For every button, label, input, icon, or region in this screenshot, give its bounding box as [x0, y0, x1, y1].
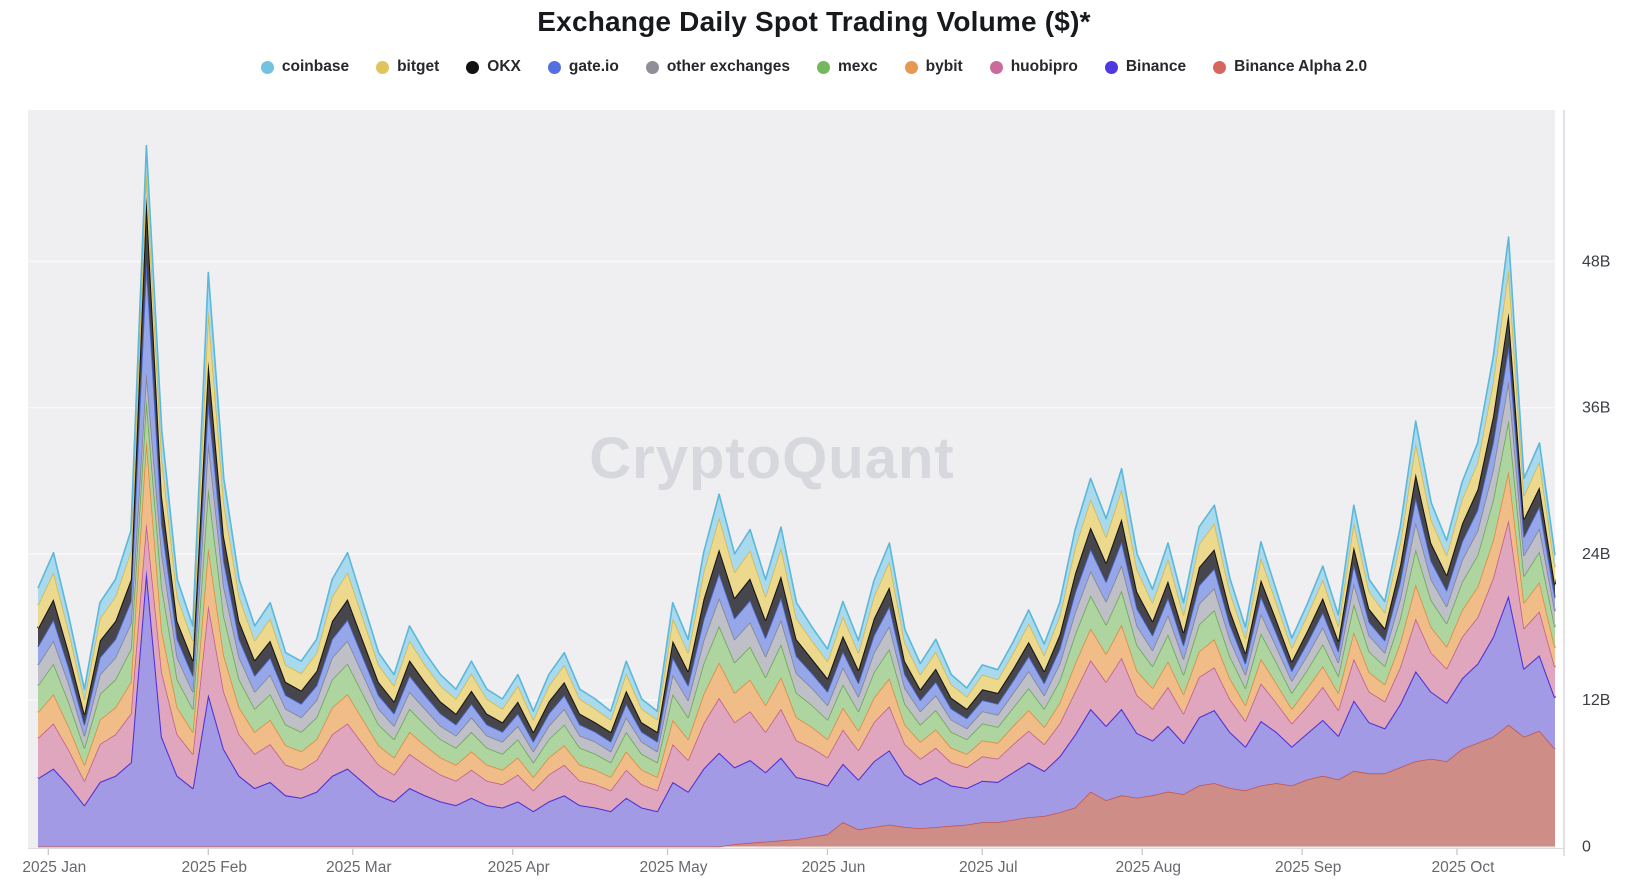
series-area-binance[interactable]	[38, 569, 1555, 847]
y-tick-label: 24B	[1582, 546, 1610, 563]
legend-item-mexc[interactable]: mexc	[817, 58, 878, 76]
legend-marker-okx	[466, 60, 480, 74]
series-area-binance-alpha-2-0[interactable]	[38, 724, 1555, 847]
legend-marker-binance	[1104, 60, 1118, 74]
legend-item-binance[interactable]: Binance	[1104, 58, 1187, 76]
y-tick-label: 12B	[1582, 692, 1610, 709]
series-area-bitget[interactable]	[38, 171, 1555, 732]
legend-label: OKX	[487, 58, 521, 75]
legend-marker-binance-alpha-2-0	[1213, 60, 1227, 74]
legend-marker-gate-io	[547, 60, 561, 74]
watermark: CryptoQuant	[589, 426, 954, 491]
series-area-gate-io[interactable]	[38, 262, 1555, 752]
legend-item-huobipro[interactable]: huobipro	[989, 58, 1078, 76]
legend-label: bybit	[925, 58, 963, 75]
legend-label: coinbase	[281, 58, 350, 75]
x-tick-label: 2025 Aug	[1115, 859, 1181, 876]
legend-label: Binance	[1125, 58, 1187, 75]
legend-item-coinbase[interactable]: coinbase	[260, 58, 350, 76]
series-area-huobipro[interactable]	[38, 519, 1555, 812]
x-tick-label: 2025 Apr	[488, 859, 550, 876]
x-tick-label: 2025 Jan	[22, 859, 86, 876]
x-tick-label: 2025 Oct	[1432, 859, 1496, 876]
legend-marker-bitget	[376, 60, 390, 74]
chart-title: Exchange Daily Spot Trading Volume ($)*	[537, 6, 1091, 37]
legend-item-bybit[interactable]: bybit	[904, 58, 963, 76]
x-tick-label: 2025 May	[639, 859, 707, 876]
x-tick-label: 2025 Jun	[802, 859, 866, 876]
series-area-bybit[interactable]	[38, 439, 1555, 791]
legend-item-gate-io[interactable]: gate.io	[547, 58, 619, 76]
chart-legend: coinbase bitget OKX gate.io other exchanges m…	[0, 58, 1628, 76]
legend-item-binance-alpha-2-0[interactable]: Binance Alpha 2.0	[1213, 58, 1367, 76]
legend-label: Binance Alpha 2.0	[1234, 58, 1368, 75]
legend-item-bitget[interactable]: bitget	[376, 58, 439, 76]
series-area-coinbase[interactable]	[38, 145, 1555, 720]
legend-marker-coinbase	[260, 60, 274, 74]
y-tick-label: 36B	[1582, 400, 1610, 417]
y-tick-label: 0	[1582, 839, 1591, 856]
legend-label: mexc	[838, 58, 878, 75]
x-tick-label: 2025 Jul	[959, 859, 1018, 876]
legend-marker-huobipro	[989, 60, 1003, 74]
legend-label: other exchanges	[666, 58, 790, 75]
legend-item-okx[interactable]: OKX	[466, 58, 521, 76]
legend-label: gate.io	[568, 58, 619, 75]
x-tick-label: 2025 Feb	[182, 859, 248, 876]
legend-marker-bybit	[904, 60, 918, 74]
series-line-coinbase	[37, 144, 1556, 712]
legend-marker-mexc	[817, 60, 830, 74]
series-area-mexc[interactable]	[38, 399, 1555, 777]
x-tick-label: 2025 Sep	[1275, 859, 1341, 876]
legend-label: huobipro	[1010, 58, 1078, 75]
legend-item-other-exchanges[interactable]: other exchanges	[645, 58, 790, 76]
y-tick-label: 48B	[1582, 253, 1610, 270]
legend-marker-other-exchanges	[645, 60, 659, 74]
series-area-other-exchanges[interactable]	[38, 372, 1555, 763]
legend-label: bitget	[397, 58, 440, 75]
x-tick-label: 2025 Mar	[326, 859, 391, 876]
